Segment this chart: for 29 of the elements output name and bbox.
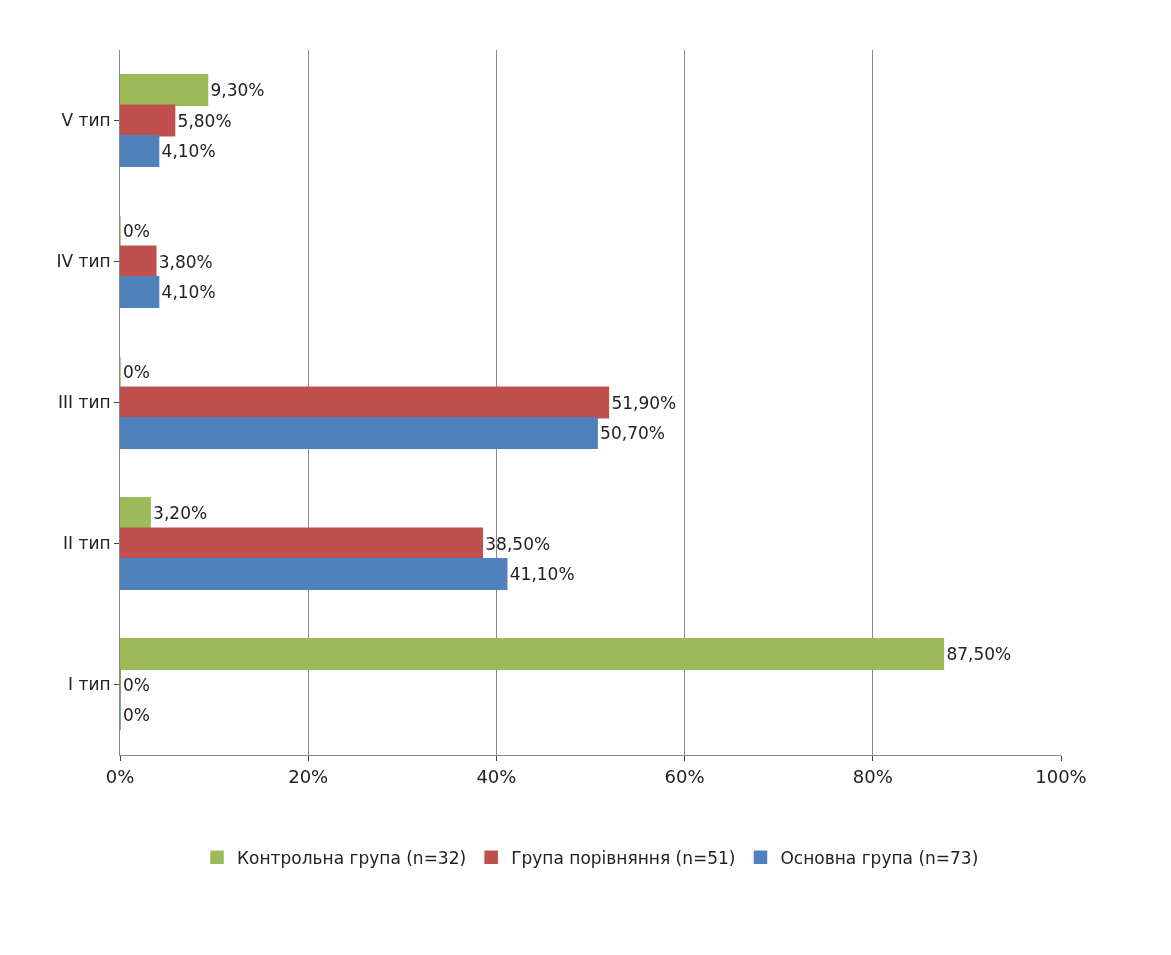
data-label: 4,10%: [161, 282, 216, 303]
data-label: 0%: [123, 705, 150, 726]
y-tick-label: IV тип: [56, 251, 111, 272]
x-tick-label: 80%: [852, 765, 893, 787]
data-label: 51,90%: [611, 392, 677, 413]
data-label: 38,50%: [485, 533, 551, 554]
x-tick-label: 20%: [288, 765, 329, 787]
data-label: 3,20%: [153, 502, 208, 523]
legend-label: Основна група (n=73): [780, 847, 979, 868]
data-label: 9,30%: [210, 79, 265, 100]
legend-label: Контрольна група (n=32): [237, 847, 467, 868]
y-tick-label: III тип: [58, 392, 111, 413]
data-label: 50,70%: [600, 423, 665, 444]
y-tick-label: I тип: [68, 674, 111, 695]
y-tick-label: V тип: [61, 110, 111, 131]
data-label: 5,80%: [177, 110, 232, 131]
data-label: 87,50%: [946, 643, 1012, 664]
data-label: 0%: [123, 361, 150, 382]
data-label: 41,10%: [509, 564, 575, 585]
x-tick-label: 40%: [476, 765, 517, 787]
data-label: 4,10%: [161, 141, 216, 162]
data-label: 0%: [123, 674, 150, 695]
legend-label: Група порівняння (n=51): [511, 847, 736, 868]
x-tick-label: 0%: [105, 765, 135, 787]
data-label: 0%: [123, 220, 150, 241]
data-label: 3,80%: [158, 251, 213, 272]
y-tick-label: II тип: [63, 533, 111, 554]
x-tick-label: 60%: [664, 765, 705, 787]
x-tick-label: 100%: [1035, 765, 1087, 787]
